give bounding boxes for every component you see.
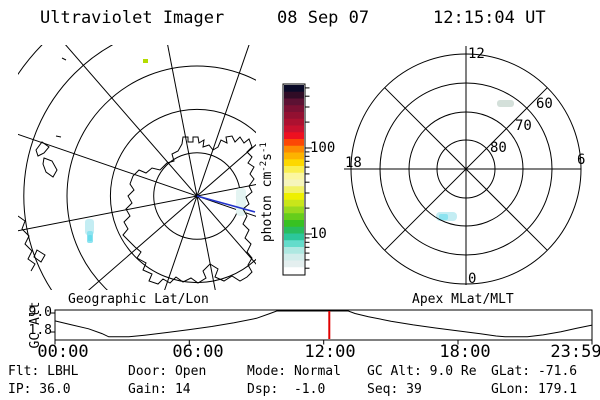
mlat-label-80: 80 [490, 140, 507, 156]
unit-exp1: -2 [258, 160, 269, 172]
gc-alt-strip-chart [50, 309, 593, 345]
colorbar-bands [284, 85, 304, 275]
status-mode: Mode: Normal [247, 364, 341, 379]
aurora-emission-patch [88, 235, 92, 241]
status-gain: Gain: 14 [128, 382, 191, 397]
title-time: 12:15:04 UT [433, 8, 546, 28]
colorbar-frame [282, 83, 306, 276]
status-door: Door: Open [128, 364, 207, 379]
status-dsp: Dsp: -1.0 [247, 382, 326, 397]
strip-xtick-1200: 12:00 [304, 342, 356, 362]
status-glon: GLon: 179.1 [491, 382, 578, 397]
strip-ytick-1-8: 1.8 [28, 323, 52, 338]
aurora-emission-patch [497, 100, 514, 107]
status-flt: Flt: LBHL [8, 364, 79, 379]
caption-apex: Apex MLat/MLT [412, 292, 514, 307]
apex-polar-plot [344, 46, 582, 285]
status-gcalt: GC Alt: 9.0 Re [367, 364, 477, 379]
strip-y-ticks [50, 312, 55, 333]
strip-x-ticks [54, 340, 593, 345]
strip-xtick-1800: 18:00 [439, 342, 491, 362]
unit-mid: s [260, 153, 276, 161]
satellite-track-line [196, 195, 256, 213]
strip-xtick-0600: 06:00 [172, 342, 224, 362]
mlt-label-6: 6 [577, 152, 586, 168]
gc-alt-curve [54, 310, 593, 338]
island-coastlines [18, 57, 67, 272]
antarctica-coastline [122, 135, 255, 285]
mlt-label-0: 0 [468, 271, 477, 287]
unit-prefix: photon cm [260, 171, 276, 243]
status-ip: IP: 36.0 [8, 382, 71, 397]
mlat-label-70: 70 [515, 118, 532, 134]
strip-xtick-2359: 23:59 [550, 342, 600, 362]
geographic-map [18, 45, 256, 290]
aurora-emission-patch [439, 214, 448, 220]
strip-frame [54, 309, 593, 341]
status-seq: Seq: 39 [367, 382, 422, 397]
title-instrument: Ultraviolet Imager [40, 8, 225, 28]
mlat-label-60: 60 [536, 96, 553, 112]
caption-geographic: Geographic Lat/Lon [68, 292, 209, 307]
colorbar [282, 83, 312, 276]
unit-exp2: -1 [258, 142, 269, 154]
colorbar-ticks [305, 87, 312, 269]
emission-spot [143, 59, 148, 63]
status-glat: GLat: -71.6 [491, 364, 578, 379]
strip-ytick-9: 9.0 [28, 305, 52, 320]
colorbar-tick-label-100: 100 [310, 140, 336, 156]
colorbar-tick-label-10: 10 [310, 226, 327, 242]
mlt-label-18: 18 [345, 155, 362, 171]
aurora-emission-patch [85, 219, 94, 235]
title-date: 08 Sep 07 [277, 8, 370, 28]
strip-xtick-0000: 00:00 [37, 342, 89, 362]
mlt-spokes [344, 46, 581, 285]
colorbar-unit-label: photon cm-2s-1 [257, 92, 275, 292]
mlt-label-12: 12 [468, 46, 485, 62]
